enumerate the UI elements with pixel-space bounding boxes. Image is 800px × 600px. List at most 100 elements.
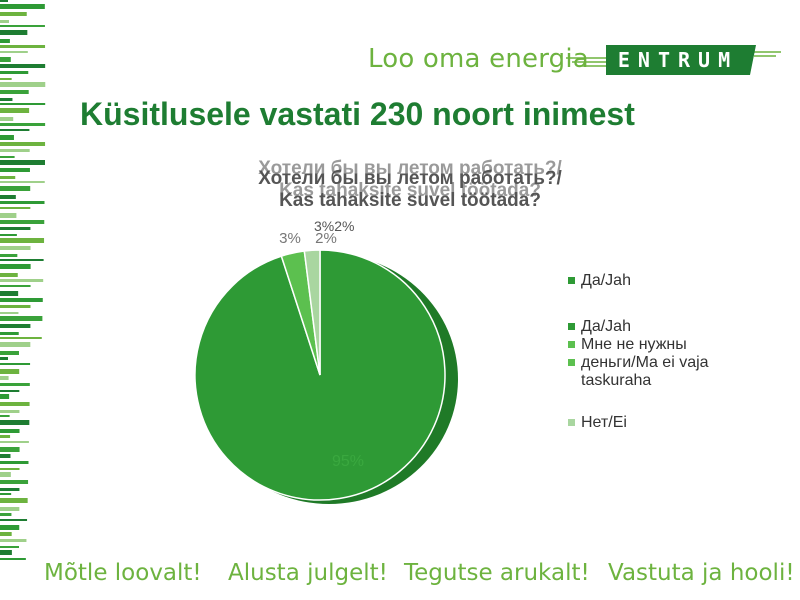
stripe <box>0 103 46 105</box>
logo-text: ENTRUM <box>618 48 738 72</box>
stripe <box>0 108 30 113</box>
legend-label-jah: Да/Jah <box>581 272 631 289</box>
legend-item-jah-2: Да/Jah <box>568 318 709 336</box>
stripe <box>0 383 30 386</box>
stripe <box>0 410 20 413</box>
stripe <box>0 160 45 165</box>
stripe <box>0 369 20 374</box>
stripe <box>0 168 30 172</box>
stripe <box>0 513 12 516</box>
stripe <box>0 394 10 399</box>
chart-title-line-2-shadow: Kas tahaksite suvel töötada? <box>279 180 541 201</box>
stripe <box>0 337 42 339</box>
stripe <box>0 39 10 43</box>
stripe <box>0 71 29 74</box>
stripe <box>0 480 29 484</box>
stripe <box>0 539 27 542</box>
footer-slogan-3: Tegutse arukalt! <box>404 560 590 586</box>
stripe <box>0 207 31 209</box>
footer-slogan-4: Vastuta ja hooli! <box>608 560 795 586</box>
stripe <box>0 324 31 328</box>
stripe <box>0 447 20 452</box>
stripe <box>0 285 31 287</box>
stripe <box>0 390 20 392</box>
legend-item-ei-vaja-2: деньги/Ma ei vaja <box>568 354 709 372</box>
stripe <box>0 332 19 335</box>
stripe <box>0 201 45 204</box>
footer-slogan-1: Mõtle loovalt! <box>44 560 202 586</box>
stripe <box>0 123 46 126</box>
data-label-3: 2% <box>315 230 337 247</box>
stripe <box>0 234 17 236</box>
stripe <box>0 441 29 443</box>
legend-item-ei-vaja: Мне не нужны <box>568 336 709 354</box>
stripe <box>0 254 18 257</box>
stripe <box>0 312 19 314</box>
decorative-stripes <box>0 0 46 560</box>
stripe <box>0 420 30 425</box>
stripe <box>0 246 31 250</box>
stripe <box>0 227 31 230</box>
stripe <box>0 195 16 199</box>
stripe <box>0 532 12 536</box>
stripe <box>0 220 45 224</box>
stripe <box>0 12 27 16</box>
data-label-2: 3% <box>279 230 301 247</box>
stripe <box>0 129 30 131</box>
stripe <box>0 273 18 277</box>
stripe <box>0 30 28 35</box>
stripe <box>0 298 43 302</box>
stripe <box>0 20 9 23</box>
legend-item-ei: Нет/Ei <box>568 414 627 432</box>
chart-title: Хотели бы вы летом работать?/ Kas tahaks… <box>210 168 610 212</box>
stripe <box>0 402 30 406</box>
legend-swatch-ei <box>568 419 575 427</box>
stripe <box>0 461 29 464</box>
stripe <box>0 213 17 218</box>
stripe <box>0 4 45 9</box>
stripe <box>0 259 44 261</box>
pie-slice-3 <box>303 249 321 376</box>
legend-swatch-jah <box>568 277 575 285</box>
stripe <box>0 415 10 417</box>
stripe <box>0 468 20 470</box>
legend-label-ei: Нет/Ei <box>581 414 627 431</box>
legend-item-ei-vaja-3: taskuraha <box>581 372 652 389</box>
stripe <box>0 454 11 458</box>
stripe <box>0 376 9 380</box>
stripe <box>0 435 11 438</box>
legend: Да/Jah <box>568 272 631 318</box>
stripe <box>0 0 8 2</box>
entrum-logo: ENTRUM <box>566 45 781 75</box>
legend-item-jah: Да/Jah <box>568 272 631 290</box>
stripe <box>0 45 46 48</box>
stripe <box>0 57 11 62</box>
stripe <box>0 82 46 87</box>
stripe <box>0 558 26 560</box>
stripe <box>0 498 28 503</box>
stripe <box>0 363 31 365</box>
stripe <box>0 472 11 477</box>
stripe <box>0 488 20 491</box>
page-title: Küsitlusele vastati 230 noort inimest <box>80 96 635 132</box>
stripe <box>0 98 13 101</box>
stripe <box>0 135 14 140</box>
stripe <box>0 507 20 511</box>
stripe <box>0 142 46 146</box>
data-label-1: 95% <box>332 453 364 470</box>
chart-title-line-1-shadow: Хотели бы вы летом работать?/ <box>258 158 562 179</box>
chart-title-line-2: Kas tahaksite suvel töötada? <box>279 190 541 211</box>
stripe <box>0 264 31 269</box>
chart-title-line-1: Хотели бы вы летом работать?/ <box>258 168 562 189</box>
stripe <box>0 493 12 495</box>
pie-top-label: 3%2% <box>314 218 355 234</box>
stripe <box>0 156 15 158</box>
stripe <box>0 291 19 296</box>
stripe <box>0 316 43 321</box>
stripe <box>0 519 28 521</box>
stripe <box>0 181 45 183</box>
chart-title-shadow: Хотели бы вы летом работать?/ Kas tahaks… <box>210 158 610 202</box>
stripe <box>0 90 29 94</box>
brand-slogan: Loo oma energia <box>368 44 589 74</box>
